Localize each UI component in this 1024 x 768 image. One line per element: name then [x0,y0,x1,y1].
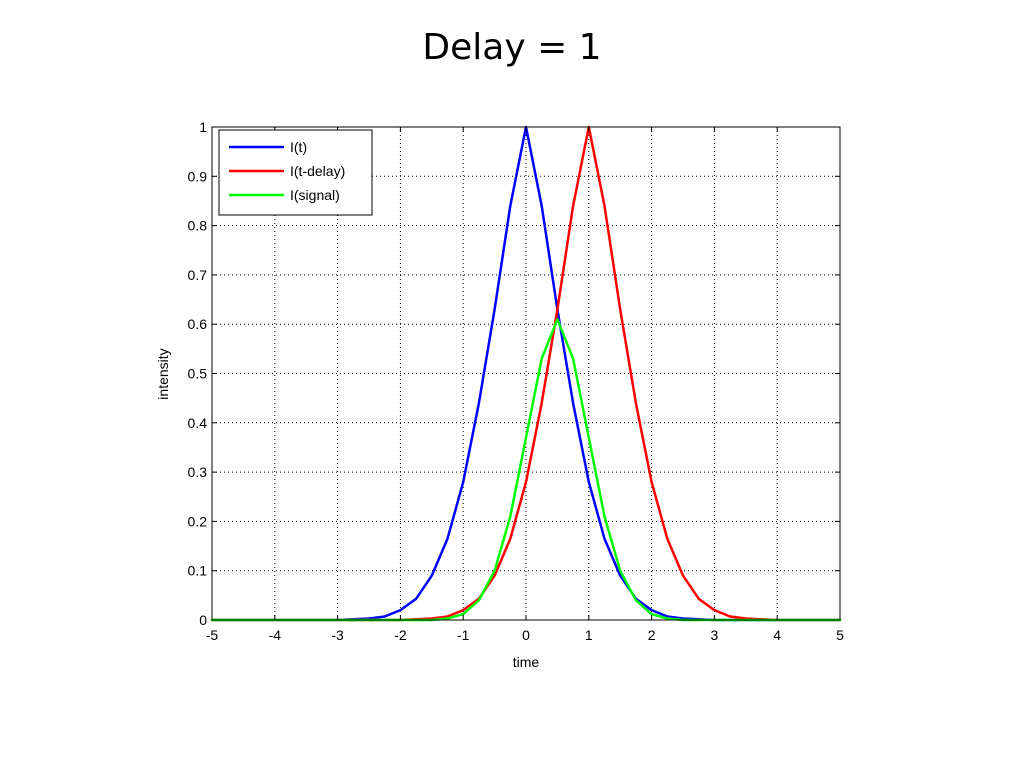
x-axis-tick-labels: -5 -4 -3 -2 -1 0 1 2 3 4 5 [206,627,844,643]
x-tick-label: 0 [522,627,530,643]
axis-ticks [211,126,841,621]
y-tick-label: 0.5 [188,366,208,382]
y-axis-label: intensity [155,348,171,399]
legend-label-3: I(signal) [290,187,340,203]
y-tick-label: 0.8 [188,218,208,234]
y-tick-label: 0 [199,612,207,628]
series-line-3 [210,318,842,622]
y-tick-label: 0.6 [188,316,208,332]
y-tick-label: 0.1 [188,563,208,579]
legend-label-1: I(t) [290,139,307,155]
y-tick-label: 0.7 [188,267,208,283]
x-tick-label: -1 [457,627,470,643]
x-tick-label: -4 [269,627,282,643]
x-tick-label: -2 [394,627,407,643]
x-tick-label: 3 [711,627,719,643]
x-tick-label: 1 [585,627,593,643]
y-tick-label: 0.4 [188,415,208,431]
slide-title: Delay = 1 [422,27,602,68]
legend: I(t) I(t-delay) I(signal) [218,129,373,216]
y-tick-label: 1 [199,119,207,135]
y-tick-label: 0.3 [188,464,208,480]
x-tick-label: 5 [836,627,844,643]
legend-label-2: I(t-delay) [290,163,345,179]
x-axis-label: time [513,654,540,670]
x-tick-label: 4 [773,627,781,643]
y-tick-label: 0.2 [188,513,208,529]
y-tick-label: 0.9 [188,168,208,184]
x-tick-label: -3 [331,627,344,643]
x-tick-label: 2 [648,627,656,643]
y-axis-tick-labels: 0 0.1 0.2 0.3 0.4 0.5 0.6 0.7 0.8 0.9 1 [188,119,208,628]
legend-box [218,129,373,216]
x-tick-label: -5 [206,627,219,643]
